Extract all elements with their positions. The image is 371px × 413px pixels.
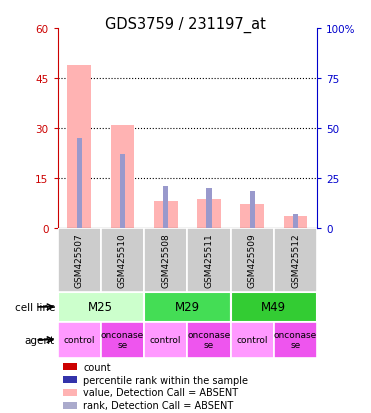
Bar [240,205,264,228]
Text: M29: M29 [175,301,200,313]
Bar [284,216,308,228]
Bar [274,228,317,292]
Text: GSM425509: GSM425509 [248,233,257,287]
Text: M25: M25 [88,301,113,313]
Bar [197,200,221,228]
Bar [293,215,298,228]
Bar [231,322,274,358]
Bar [187,228,231,292]
Bar [63,376,77,383]
Bar [144,322,187,358]
Bar [63,389,77,396]
Bar [274,322,317,358]
Bar [58,292,144,322]
Bar [187,322,231,358]
Bar [67,65,91,228]
Bar [250,192,255,228]
Text: GSM425512: GSM425512 [291,233,300,287]
Bar [101,228,144,292]
Bar [231,292,317,322]
Text: GSM425511: GSM425511 [204,233,213,287]
Bar [163,187,168,228]
Text: onconase
se: onconase se [187,330,231,349]
Bar [63,402,77,408]
Text: percentile rank within the sample: percentile rank within the sample [83,375,249,385]
Bar [144,228,187,292]
Bar [206,188,211,228]
Bar [63,363,77,370]
Text: M49: M49 [261,301,286,313]
Text: onconase
se: onconase se [274,330,317,349]
Text: control: control [63,335,95,344]
Text: agent: agent [25,335,55,345]
Text: onconase
se: onconase se [101,330,144,349]
Bar [231,228,274,292]
Text: GSM425510: GSM425510 [118,233,127,287]
Text: cell line: cell line [14,302,55,312]
Text: GDS3759 / 231197_at: GDS3759 / 231197_at [105,17,266,33]
Bar [101,322,144,358]
Bar [76,138,82,228]
Bar [154,202,178,228]
Text: value, Detection Call = ABSENT: value, Detection Call = ABSENT [83,387,239,397]
Bar [58,322,101,358]
Text: control: control [150,335,181,344]
Text: GSM425507: GSM425507 [75,233,83,287]
Text: GSM425508: GSM425508 [161,233,170,287]
Bar [58,228,101,292]
Bar [120,155,125,228]
Text: control: control [237,335,268,344]
Bar [144,292,231,322]
Bar [111,125,134,228]
Text: count: count [83,362,111,372]
Text: rank, Detection Call = ABSENT: rank, Detection Call = ABSENT [83,400,234,410]
